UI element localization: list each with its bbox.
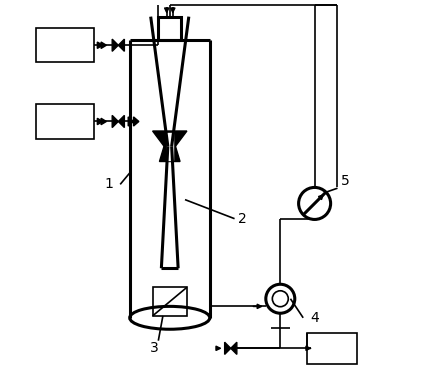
Polygon shape xyxy=(224,342,230,354)
Text: 5: 5 xyxy=(340,174,349,187)
Polygon shape xyxy=(159,146,180,162)
Polygon shape xyxy=(101,42,106,48)
Text: 3: 3 xyxy=(150,341,159,355)
Polygon shape xyxy=(101,118,106,125)
Bar xyxy=(306,333,356,364)
Text: 4: 4 xyxy=(310,311,318,325)
Bar xyxy=(152,287,187,316)
Polygon shape xyxy=(112,39,118,51)
Text: 2: 2 xyxy=(237,212,246,226)
Polygon shape xyxy=(128,117,133,126)
Bar xyxy=(36,104,93,139)
Polygon shape xyxy=(166,133,172,160)
Polygon shape xyxy=(118,39,124,51)
Circle shape xyxy=(265,284,294,313)
Circle shape xyxy=(272,291,288,307)
Bar xyxy=(36,28,93,62)
Text: 1: 1 xyxy=(104,177,113,191)
Polygon shape xyxy=(112,115,118,127)
Polygon shape xyxy=(133,117,138,126)
Polygon shape xyxy=(230,342,237,354)
Polygon shape xyxy=(97,118,102,125)
Polygon shape xyxy=(118,115,124,127)
Polygon shape xyxy=(97,42,102,48)
Ellipse shape xyxy=(129,306,209,329)
Bar xyxy=(158,17,181,40)
Polygon shape xyxy=(152,131,187,146)
Circle shape xyxy=(298,187,330,219)
